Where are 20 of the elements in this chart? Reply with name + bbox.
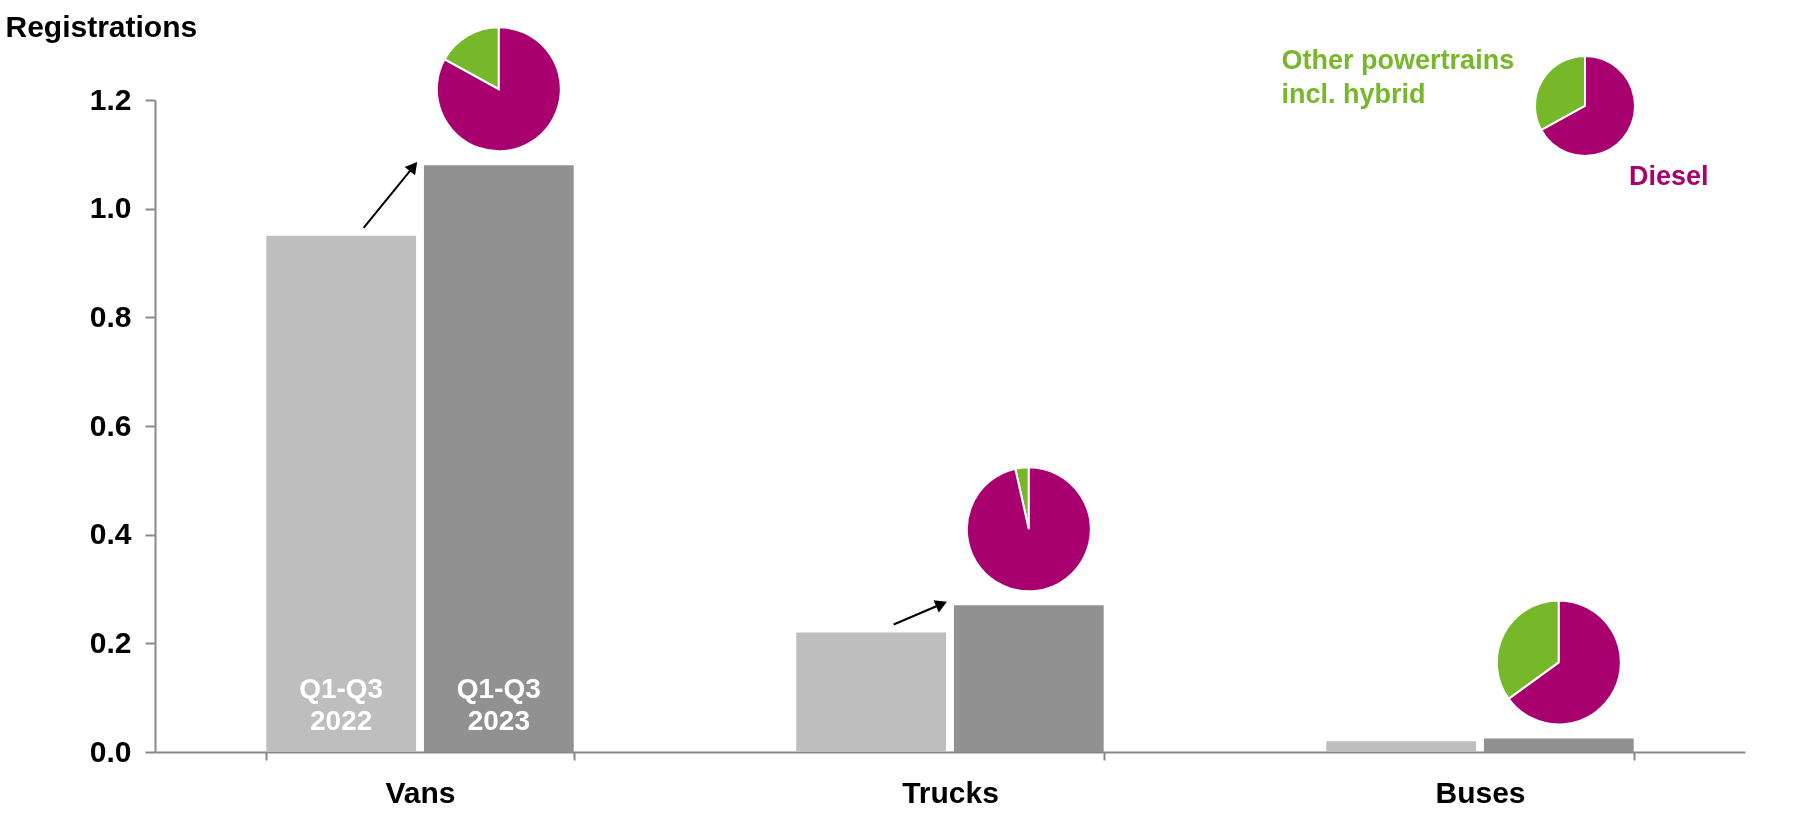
y-tick-label: 0.2 <box>89 625 132 659</box>
y-tick-label: 0.6 <box>89 408 132 442</box>
x-tick-label: Vans <box>385 775 456 809</box>
bar <box>1326 741 1477 752</box>
slice-label: Other powertrains incl. hybrid <box>1281 45 1515 109</box>
bar <box>266 235 417 752</box>
x-tick-label: Buses <box>1435 775 1526 809</box>
slice-label: Diesel <box>1629 161 1709 191</box>
y-tick-label: 1.0 <box>89 191 132 225</box>
bar <box>796 632 947 752</box>
series-label: Q1-Q3 2022 <box>299 673 384 736</box>
y-tick-label: 1.2 <box>89 82 132 116</box>
pie-slice <box>965 466 1092 593</box>
y-tick-label: 0.0 <box>89 734 132 768</box>
pie-slice <box>435 26 562 153</box>
y-axis-title: Registrations <box>5 9 198 43</box>
x-tick-label: Trucks <box>902 775 999 809</box>
y-tick-label: 0.4 <box>89 517 132 551</box>
series-label: Q1-Q3 2023 <box>456 673 541 736</box>
y-tick-label: 0.8 <box>89 299 132 333</box>
